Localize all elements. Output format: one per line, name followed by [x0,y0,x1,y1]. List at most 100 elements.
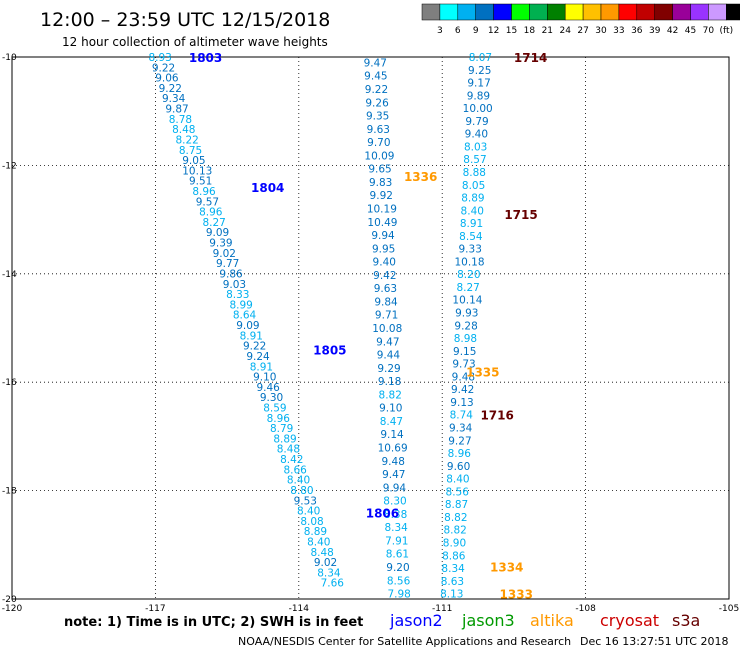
swh-value-label: 9.06 [155,73,179,85]
scale-label: 6 [455,26,461,36]
swh-value-label: 9.93 [455,308,478,320]
y-tick-label: -12 [2,161,17,171]
swh-value-label: 9.44 [377,350,401,362]
swh-value-label: 8.40 [446,474,469,486]
legend-cryosat: cryosat [600,611,659,630]
swh-value-label: 8.40 [297,506,320,518]
swh-value-label: 9.09 [206,227,229,239]
scale-swatch [421,3,441,21]
swh-value-label: 9.29 [377,363,400,375]
pass-time-label: 1806 [366,506,399,520]
swh-value-label: 9.10 [379,403,402,415]
swh-value-label: 9.26 [365,97,389,109]
swh-value-label: 8.66 [283,464,307,476]
swh-value-label: 8.34 [384,522,408,534]
x-tick-label: -111 [432,604,452,614]
swh-value-label: 8.89 [304,526,327,538]
swh-value-label: 8.96 [267,413,291,425]
pass-time-label: 1803 [189,51,222,65]
swh-value-label: 9.48 [452,371,475,383]
swh-value-label: 9.89 [467,90,490,102]
swh-value-label: 9.48 [382,456,405,468]
swh-value-label: 8.48 [277,444,300,456]
swh-value-label: 7.91 [385,535,408,547]
pass-time-label: 1716 [480,409,513,423]
pass-time-label: 1805 [313,344,346,358]
swh-value-label: 9.25 [468,65,491,77]
scale-swatch [439,3,459,21]
track-time-labels: 1803 1804 1805 1806 1336 1714 1715 1335 1716 1334… [189,51,547,602]
scale-label: 24 [559,26,571,36]
scale-swatch [582,3,602,21]
swh-value-label: 8.80 [290,485,313,497]
scale-label: 21 [542,26,553,36]
swh-value-label: 9.35 [366,111,389,123]
swh-value-label: 9.27 [448,435,471,447]
swh-value-label: 10.13 [182,165,212,177]
pass-time-label: 1336 [404,170,437,184]
swh-value-label: 8.91 [240,330,263,342]
swh-value-label: 9.42 [373,270,396,282]
swh-value-label: 8.89 [461,193,484,205]
y-tick-label: -14 [2,270,17,280]
swh-value-label: 8.40 [287,475,310,487]
swh-value-label: 9.73 [452,359,475,371]
swh-value-label: 9.95 [372,243,395,255]
swh-value-label: 9.63 [367,124,390,136]
swh-value-label: 8.87 [445,499,468,511]
swh-value-label: 9.42 [451,384,474,396]
swh-value-label: 8.64 [233,310,257,322]
scale-label: 27 [577,26,588,36]
swh-value-label: 9.09 [236,320,259,332]
scale-label: 12 [488,26,499,36]
swh-value-label: 8.54 [459,231,483,243]
color-scale-labels: 3 6 9 12 15 18 21 24 27 30 33 36 39 42 45 70 (ft) [437,26,733,36]
scale-swatch [654,3,673,21]
x-tick-label: -108 [575,604,596,614]
y-tick-label: -10 [2,53,17,63]
swh-value-label: 9.47 [382,469,405,481]
scale-label: 45 [685,26,696,36]
swh-value-label: 10.08 [372,323,402,335]
swh-value-label: 9.47 [364,57,387,69]
swh-value-label: 9.24 [246,351,270,363]
satellite-tracks: 8.939.229.069.229.349.878.788.488.228.75… [148,52,492,601]
scale-swatch [672,3,691,21]
x-tick-label: -120 [2,604,23,614]
swh-value-label: 9.45 [364,71,387,83]
swh-value-label: 9.70 [367,137,390,149]
x-tick-label: -117 [145,604,165,614]
swh-value-label: 8.07 [469,52,492,64]
swh-value-label: 8.88 [463,167,486,179]
swh-value-label: 8.75 [179,145,202,157]
swh-value-label: 8.86 [442,550,466,562]
swh-value-label: 9.63 [374,283,397,295]
scale-label: 15 [506,26,517,36]
y-tick-label: -18 [2,487,17,497]
chart-subtitle: 12 hour collection of altimeter wave hei… [62,35,328,49]
swh-value-label: 9.40 [465,129,488,141]
swh-value-label: 9.28 [454,320,477,332]
swh-value-label: 9.02 [213,248,236,260]
scale-label: 33 [613,26,624,36]
legend-jason2: jason2 [389,611,443,630]
swh-value-label: 9.79 [465,116,488,128]
swh-value-label: 8.33 [226,289,249,301]
swh-value-label: 8.82 [379,389,402,401]
axis-tick-labels: -120 -117 -114 -111 -108 -105 -10 -12 -14 -16 -18 -… [2,53,739,614]
swh-value-label: 8.90 [443,537,466,549]
swh-value-label: 10.09 [364,150,394,162]
satellite-legend: jason2 jason3 altika cryosat s3a [389,611,700,630]
scale-label: 42 [667,26,678,36]
scale-label: 30 [595,26,607,36]
legend-s3a: s3a [672,611,700,630]
x-tick-label: -105 [719,604,739,614]
pass-time-label: 1714 [514,51,547,65]
swh-value-label: 9.30 [260,392,283,404]
swh-value-label: 8.34 [317,567,341,579]
swh-value-label: 8.47 [380,416,403,428]
swh-value-label: 8.99 [229,299,252,311]
scale-swatch [457,3,476,21]
swh-value-label: 8.38 [384,509,407,521]
